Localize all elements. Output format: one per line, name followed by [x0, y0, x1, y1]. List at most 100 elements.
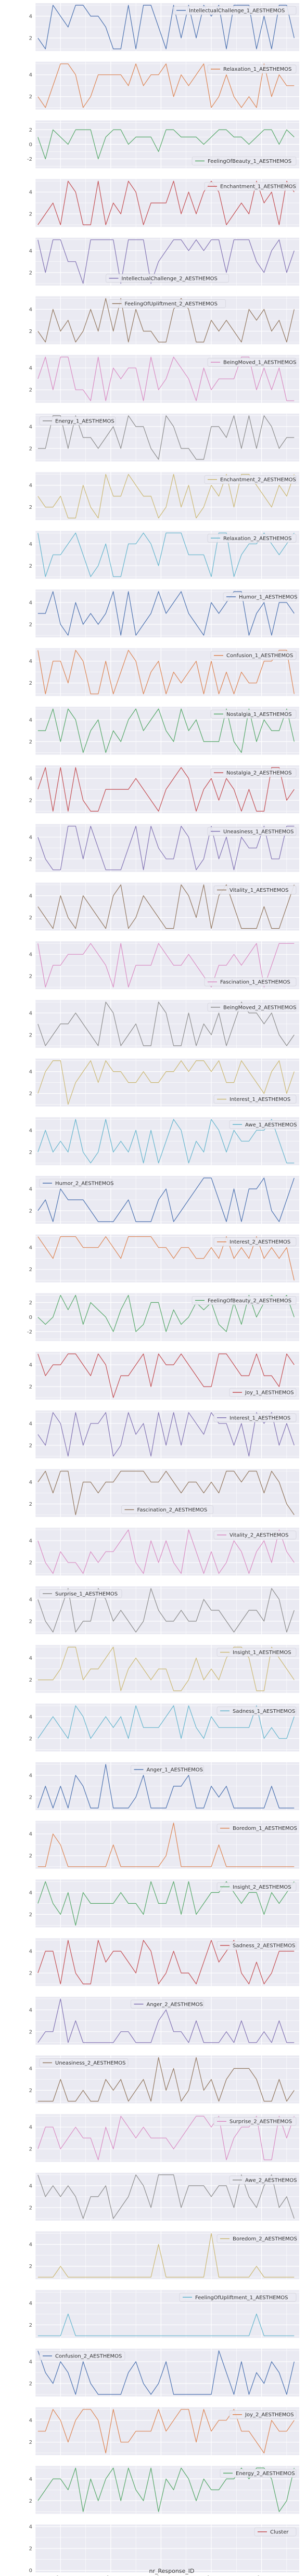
y-tick-label: 4	[29, 2301, 32, 2306]
legend-label: Interest_1_AESTHEMOS	[230, 1097, 290, 1103]
y-tick-label: 2	[29, 622, 32, 628]
y-tick-label: 2	[29, 1267, 32, 1273]
legend: FeelingOfBeauty_1_AESTHEMOS	[192, 156, 297, 165]
y-tick-label: 4	[29, 2418, 32, 2424]
legend-box	[207, 357, 297, 367]
legend-box	[207, 65, 297, 74]
legend-box	[213, 1413, 297, 1422]
y-tick-label: 2	[29, 127, 32, 133]
y-tick-label: 2	[29, 1150, 32, 1156]
legend-box	[39, 1178, 113, 1188]
panel: 2 4 Insight_1_AESTHEMOS	[29, 1645, 299, 1693]
panel: 2 4 Uneasiness_1_AESTHEMOS	[29, 824, 299, 872]
y-tick-label: 4	[29, 1363, 32, 1368]
series-line	[37, 1705, 295, 1739]
legend-label: Fascination_2_AESTHEMOS	[137, 1507, 208, 1513]
series-line	[37, 2233, 295, 2278]
panel: 2 4 Anger_2_AESTHEMOS	[29, 1996, 299, 2045]
y-tick-label: 0	[29, 1315, 32, 1321]
legend-label: Relaxation_1_AESTHEMOS	[223, 67, 291, 72]
y-tick-label: 4	[29, 2183, 32, 2189]
legend-box	[204, 475, 297, 484]
legend-box	[39, 2058, 129, 2067]
legend-box	[213, 886, 297, 894]
y-tick-label: 2	[29, 1209, 32, 1214]
y-tick-label: 2	[29, 1736, 32, 1742]
legend: Relaxation_2_AESTHEMOS	[207, 533, 297, 543]
panel: 2 4 Vitality_1_AESTHEMOS	[29, 882, 299, 931]
y-tick-label: 4	[29, 483, 32, 489]
y-tick-label: 0	[29, 142, 32, 148]
legend-label: Nostalgia_1_AESTHEMOS	[226, 712, 292, 717]
legend-box	[210, 651, 297, 660]
legend-box	[210, 710, 297, 719]
legend: Sadness_1_AESTHEMOS	[216, 1706, 297, 1715]
y-tick-label: 4	[29, 366, 32, 371]
series-line	[37, 2350, 295, 2395]
legend-box	[220, 2468, 297, 2478]
panel: 2 4 IntellectualChallenge_2_AESTHEMOS	[29, 237, 299, 286]
y-tick-label: 4	[29, 1128, 32, 1134]
y-tick-label: 2	[29, 270, 32, 276]
series-line	[37, 63, 295, 108]
legend: BeingMoved_1_AESTHEMOS	[207, 357, 297, 367]
series-line	[37, 532, 295, 577]
y-tick-label: -2	[27, 1329, 32, 1335]
legend-box	[173, 6, 297, 15]
y-tick-label: 4	[29, 2007, 32, 2013]
legend: Fascination_2_AESTHEMOS	[121, 1505, 213, 1514]
y-tick-label: 4	[29, 1539, 32, 1544]
panel: 2 4 Uneasiness_2_AESTHEMOS	[29, 2055, 299, 2104]
series-line	[37, 708, 295, 753]
y-tick-label: 2	[29, 1619, 32, 1624]
panel: 2 4 BeingMoved_1_AESTHEMOS	[29, 355, 299, 403]
legend: Surprise_1_AESTHEMOS	[39, 1589, 122, 1598]
legend-label: Sadness_1_AESTHEMOS	[233, 1709, 295, 1714]
legend: Vitality_2_AESTHEMOS	[213, 1530, 297, 1540]
legend: Nostalgia_1_AESTHEMOS	[210, 710, 297, 719]
y-tick-label: 2	[29, 2498, 32, 2504]
panel: 2 4 Anger_1_AESTHEMOS	[29, 1762, 299, 1810]
y-tick-label: 2	[29, 2205, 32, 2211]
legend-label: Insight_1_AESTHEMOS	[233, 1650, 291, 1656]
y-tick-label: 2	[29, 739, 32, 745]
y-tick-label: 2	[29, 2264, 32, 2270]
y-tick-label: 2	[29, 388, 32, 393]
legend-box	[223, 592, 297, 601]
panel: 2 4 Boredom_1_AESTHEMOS	[29, 1821, 299, 1869]
panel: 2 4 Interest_2_AESTHEMOS	[29, 1234, 299, 1283]
legend-label: Fascination_1_AESTHEMOS	[220, 980, 290, 985]
legend-box	[216, 2234, 297, 2244]
legend: BeingMoved_2_AESTHEMOS	[207, 1003, 297, 1012]
series-line	[37, 356, 295, 401]
legend-box	[216, 1706, 297, 1715]
legend: Awe_2_AESTHEMOS	[229, 2175, 297, 2185]
y-tick-label: 2	[29, 2147, 32, 2152]
legend-label: Surprise_1_AESTHEMOS	[55, 1591, 118, 1597]
panel: 2 4 BeingMoved_2_AESTHEMOS	[29, 999, 299, 1048]
legend-label: Humor_1_AESTHEMOS	[239, 595, 298, 600]
y-tick-label: 2	[29, 1971, 32, 1977]
legend: Interest_2_AESTHEMOS	[213, 1237, 297, 1247]
legend: Awe_1_AESTHEMOS	[229, 1120, 297, 1129]
legend-box	[229, 1120, 297, 1129]
legend-label: Energy_2_AESTHEMOS	[236, 2471, 295, 2477]
series-line	[37, 1529, 295, 1574]
legend: Insight_1_AESTHEMOS	[216, 1648, 297, 1657]
y-tick-label: 2	[29, 915, 32, 921]
panel: 2 4 Awe_2_AESTHEMOS	[29, 2172, 299, 2221]
legend-label: FeelingOfUpliftment_1_AESTHEMOS	[195, 2295, 288, 2301]
legend-box	[192, 1296, 297, 1305]
legend-label: FeelingOfUpliftment_2_AESTHEMOS	[125, 301, 218, 307]
y-tick-label: 2	[29, 2546, 32, 2552]
legend-box	[216, 1824, 297, 1833]
legend-label: Uneasiness_1_AESTHEMOS	[223, 829, 294, 835]
legend: Enchantment_2_AESTHEMOS	[204, 475, 297, 484]
legend: Insight_2_AESTHEMOS	[216, 1882, 297, 1891]
legend-label: Interest_1_AESTHEMOS	[230, 1415, 290, 1421]
legend: Energy_1_AESTHEMOS	[39, 416, 116, 426]
legend: Boredom_1_AESTHEMOS	[216, 1824, 297, 1833]
legend-label: Relaxation_2_AESTHEMOS	[223, 536, 291, 542]
series-line	[37, 1177, 295, 1222]
panel: 2 4 Vitality_2_AESTHEMOS	[29, 1528, 299, 1576]
